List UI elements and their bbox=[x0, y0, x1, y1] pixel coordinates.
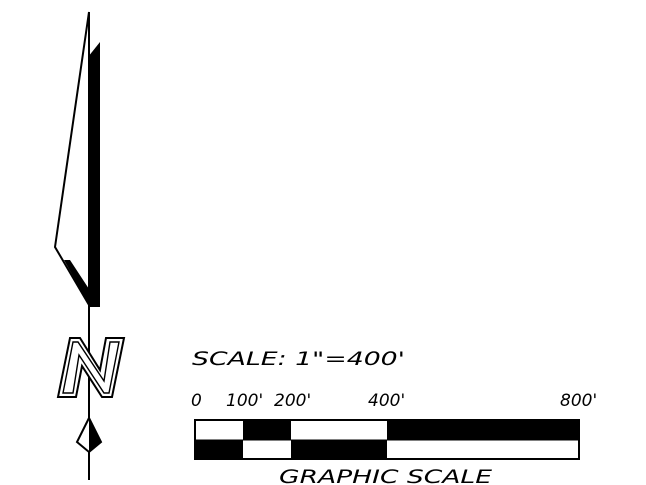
scale-label: SCALE: 1"=400' bbox=[192, 348, 405, 370]
north-arrowhead-notch bbox=[64, 260, 89, 305]
scale-segment-top-2 bbox=[243, 420, 291, 440]
north-arrow bbox=[53, 11, 126, 480]
graphic-scale-bar bbox=[194, 419, 580, 460]
scale-tick-0: 0 bbox=[191, 391, 202, 411]
north-arrow-tail-solid bbox=[89, 418, 101, 452]
scale-segment-top-3 bbox=[291, 420, 387, 440]
scale-segment-bottom-4 bbox=[387, 440, 579, 459]
scale-tick-200: 200' bbox=[274, 391, 311, 411]
scale-tick-400: 400' bbox=[368, 391, 405, 411]
scale-tick-800: 800' bbox=[560, 391, 597, 411]
graphic-scale-caption: GRAPHIC SCALE bbox=[279, 466, 492, 485]
north-arrowhead-left-wing bbox=[53, 11, 90, 309]
scale-segment-top-4 bbox=[387, 420, 579, 440]
scale-segment-bottom-1 bbox=[195, 440, 243, 459]
scale-segment-bottom-3 bbox=[291, 440, 387, 459]
scale-segment-bottom-2 bbox=[243, 440, 291, 459]
scale-tick-100: 100' bbox=[226, 391, 263, 411]
scale-segment-top-1 bbox=[195, 420, 243, 440]
north-letter-n-icon bbox=[56, 337, 126, 398]
north-arrowhead-right-wing bbox=[88, 42, 100, 307]
